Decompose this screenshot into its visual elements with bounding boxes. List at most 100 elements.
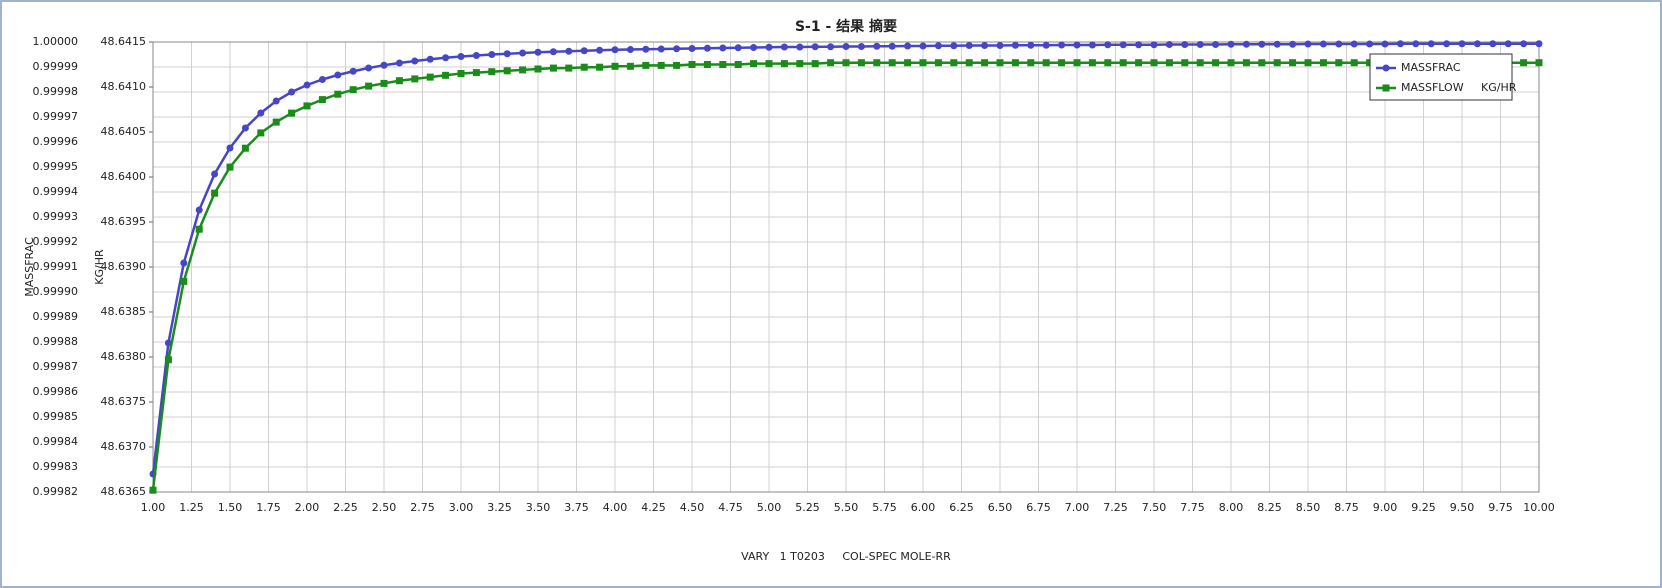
- data-point: [211, 170, 219, 178]
- data-point: [842, 59, 850, 67]
- data-point: [272, 97, 280, 105]
- x-tick-label: 2.50: [372, 501, 397, 514]
- data-point: [1427, 40, 1435, 48]
- y-tick-label: 0.99983: [33, 460, 79, 473]
- data-point: [1119, 59, 1127, 67]
- data-point: [1011, 59, 1019, 67]
- y-tick-label: 1.00000: [33, 35, 79, 48]
- data-point: [996, 42, 1004, 49]
- data-point: [1181, 59, 1189, 67]
- data-point: [827, 59, 835, 67]
- x-tick-label: 9.00: [1373, 501, 1398, 514]
- data-point: [657, 61, 665, 69]
- data-point: [626, 46, 634, 53]
- y-tick-label: 0.99990: [33, 285, 79, 298]
- y-tick-label: 0.99994: [33, 185, 79, 198]
- data-point: [703, 61, 711, 68]
- data-point: [996, 59, 1004, 67]
- data-point: [580, 47, 588, 55]
- data-point: [842, 43, 850, 50]
- data-point: [426, 73, 434, 81]
- data-point: [811, 60, 819, 68]
- data-point: [580, 63, 588, 71]
- y-tick-label: 0.99995: [33, 160, 79, 173]
- x-tick-label: 1.75: [256, 501, 281, 514]
- y2-tick-label: 48.6390: [101, 260, 147, 273]
- data-point: [1073, 59, 1081, 67]
- data-point: [1504, 40, 1512, 48]
- plot-frame: [152, 41, 1540, 493]
- data-point: [642, 61, 650, 69]
- y2-tick-label: 48.6365: [101, 485, 147, 498]
- data-point: [1212, 41, 1220, 48]
- x-tick-label: 8.75: [1334, 501, 1359, 514]
- data-point: [1027, 41, 1035, 49]
- x-tick-label: 5.50: [834, 501, 859, 514]
- y2-tick-label: 48.6410: [101, 80, 147, 93]
- y-tick-label: 0.99982: [33, 485, 79, 498]
- x-tick-label: 6.00: [911, 501, 936, 514]
- data-point: [596, 46, 604, 54]
- data-point: [503, 67, 511, 75]
- data-point: [1535, 59, 1543, 67]
- x-tick-label: 1.25: [179, 501, 204, 514]
- data-point: [303, 81, 311, 89]
- data-point: [395, 77, 403, 85]
- data-point: [565, 64, 573, 72]
- data-point: [934, 59, 942, 67]
- data-point: [226, 144, 234, 152]
- x-tick-label: 3.00: [449, 501, 474, 514]
- data-point: [226, 163, 234, 171]
- x-tick-label: 8.50: [1296, 501, 1321, 514]
- data-point: [365, 64, 373, 72]
- data-point: [1350, 40, 1358, 48]
- x-tick-label: 6.75: [1026, 501, 1051, 514]
- y-axis-label: MASSFRAC: [23, 237, 36, 297]
- data-point: [303, 102, 311, 110]
- data-point: [349, 86, 357, 94]
- x-tick-label: 1.50: [218, 501, 243, 514]
- data-point: [1058, 41, 1066, 49]
- data-point: [1289, 59, 1297, 67]
- data-point: [241, 144, 249, 152]
- data-point: [1350, 59, 1358, 67]
- data-point: [1135, 59, 1143, 67]
- y-tick-label: 0.99997: [33, 110, 79, 123]
- data-point: [241, 124, 249, 132]
- data-point: [257, 129, 265, 137]
- x-axis-label: VARY 1 T0203 COL-SPEC MOLE-RR: [741, 550, 951, 563]
- data-point: [1381, 40, 1389, 48]
- data-point: [1489, 40, 1497, 48]
- legend-marker: [1382, 64, 1390, 72]
- x-tick-label: 4.25: [641, 501, 666, 514]
- data-point: [1412, 40, 1420, 48]
- y2-tick-label: 48.6375: [101, 395, 147, 408]
- y-tick-label: 0.99986: [33, 385, 79, 398]
- data-point: [919, 59, 927, 67]
- y-tick-label: 0.99998: [33, 85, 79, 98]
- data-point: [380, 79, 388, 87]
- data-point: [734, 44, 742, 52]
- data-point: [904, 59, 912, 67]
- y-tick-label: 0.99984: [33, 435, 79, 448]
- data-point: [1212, 59, 1220, 67]
- data-point: [857, 43, 865, 50]
- x-tick-label: 5.00: [757, 501, 782, 514]
- data-point: [318, 76, 326, 83]
- data-point: [1520, 40, 1528, 48]
- y2-tick-label: 48.6395: [101, 215, 147, 228]
- data-point: [1258, 59, 1266, 67]
- data-point: [673, 61, 681, 69]
- data-point: [719, 44, 727, 52]
- data-point: [1319, 40, 1327, 48]
- data-point: [857, 59, 865, 67]
- y-tick-label: 0.99988: [33, 335, 79, 348]
- data-point: [395, 59, 403, 67]
- x-tick-label: 6.50: [988, 501, 1013, 514]
- data-point: [1073, 41, 1081, 49]
- data-point: [1088, 41, 1096, 49]
- x-tick-label: 3.50: [526, 501, 551, 514]
- data-point: [1042, 59, 1050, 67]
- data-point: [472, 52, 480, 59]
